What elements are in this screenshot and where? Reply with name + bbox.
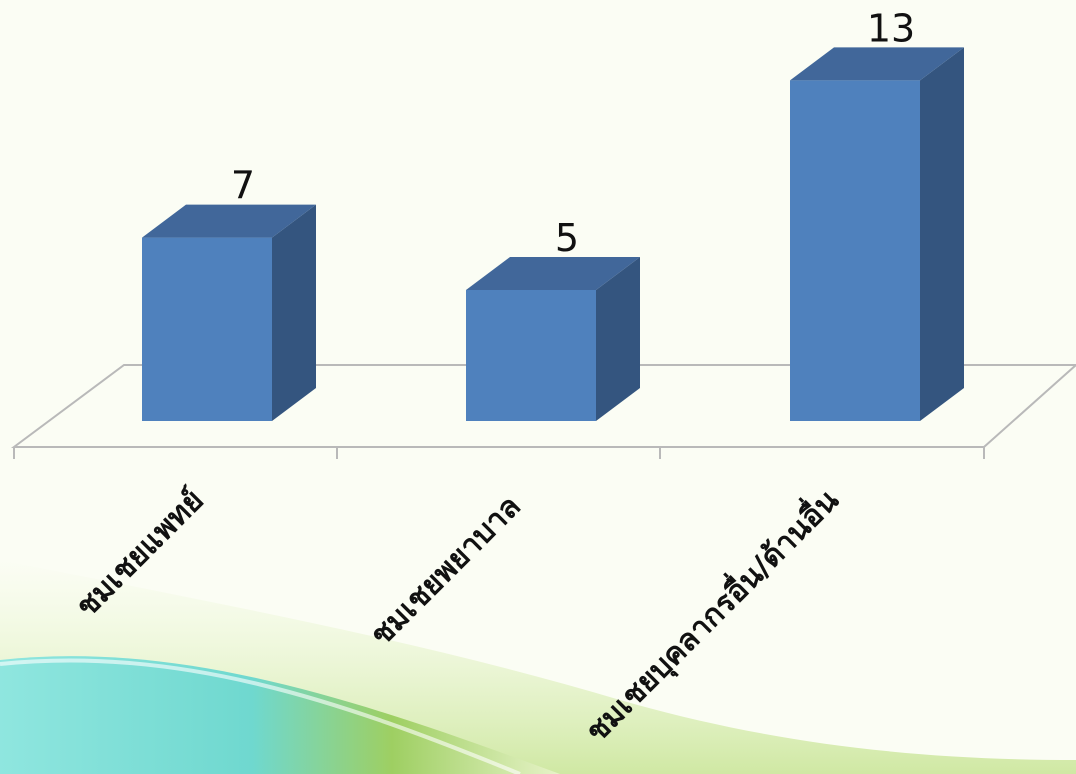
bar-side xyxy=(272,204,316,421)
bar-top xyxy=(142,204,316,238)
x-axis xyxy=(13,447,985,459)
data-label-1: 7 xyxy=(231,164,255,208)
data-label-3: 13 xyxy=(867,6,915,50)
category-label-3: ชมเชยบุคลากรอื่น/ด้านอื่น xyxy=(576,479,847,750)
bar-front xyxy=(142,237,272,421)
bar-front xyxy=(790,80,920,422)
bar-side xyxy=(596,257,640,421)
bar-3 xyxy=(790,47,964,422)
bars-group xyxy=(142,47,964,422)
bar-1 xyxy=(142,204,316,421)
bar-front xyxy=(466,290,596,421)
bar-top xyxy=(790,47,964,81)
bar-side xyxy=(920,47,964,422)
data-labels: 7 5 13 xyxy=(231,6,915,260)
bar-2 xyxy=(466,257,640,421)
bar-top xyxy=(466,257,640,290)
data-label-2: 5 xyxy=(555,216,579,260)
category-label-2: ชมเชยพยาบาล xyxy=(364,489,528,653)
background-wave xyxy=(0,560,1076,774)
